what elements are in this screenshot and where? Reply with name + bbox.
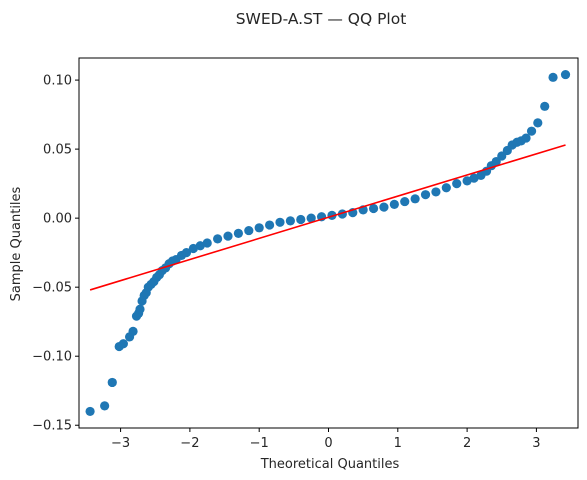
data-point bbox=[548, 72, 558, 82]
data-point bbox=[560, 69, 571, 80]
data-point bbox=[275, 217, 285, 227]
data-point bbox=[389, 199, 399, 209]
data-point bbox=[213, 234, 223, 244]
x-tick-label: 2 bbox=[463, 436, 471, 451]
y-tick-label: −0.10 bbox=[32, 350, 72, 365]
chart-title: SWED-A.ST — QQ Plot bbox=[236, 10, 407, 28]
data-point bbox=[420, 190, 431, 200]
y-tick-label: −0.15 bbox=[32, 419, 72, 434]
y-tick-label: 0.05 bbox=[43, 143, 72, 158]
scatter-points-layer bbox=[85, 69, 571, 417]
data-point bbox=[100, 401, 110, 411]
data-point bbox=[202, 238, 212, 248]
data-point bbox=[540, 101, 550, 111]
data-point bbox=[533, 118, 543, 128]
x-tick-label: 3 bbox=[532, 436, 540, 451]
y-tick-label: −0.05 bbox=[32, 281, 72, 296]
data-point bbox=[452, 179, 462, 189]
data-point bbox=[296, 214, 306, 225]
data-point bbox=[400, 196, 410, 207]
data-point bbox=[244, 225, 254, 236]
y-axis-label: Sample Quantiles bbox=[9, 186, 24, 301]
data-point bbox=[118, 339, 128, 349]
y-tick-label: 0.00 bbox=[43, 212, 72, 227]
data-point bbox=[521, 133, 531, 143]
data-point bbox=[128, 326, 138, 336]
data-point bbox=[462, 176, 472, 186]
data-point bbox=[254, 223, 264, 233]
x-axis-ticks: −3 −2 −1 0 1 2 3 bbox=[111, 428, 541, 451]
x-tick-label: 1 bbox=[394, 436, 402, 451]
data-point bbox=[223, 231, 233, 241]
data-point bbox=[368, 203, 379, 214]
x-tick-label: −2 bbox=[180, 436, 199, 451]
x-tick-label: −3 bbox=[111, 436, 130, 451]
data-point bbox=[379, 202, 389, 212]
data-point bbox=[181, 248, 192, 258]
data-point bbox=[306, 213, 316, 223]
data-point bbox=[233, 228, 243, 238]
data-point bbox=[188, 243, 198, 254]
data-point bbox=[469, 173, 479, 183]
data-point bbox=[431, 187, 441, 197]
x-tick-label: 0 bbox=[324, 436, 332, 451]
y-tick-label: 0.10 bbox=[43, 74, 72, 89]
plot-frame bbox=[78, 57, 579, 429]
data-point bbox=[441, 183, 451, 193]
x-axis-label: Theoretical Quantiles bbox=[260, 457, 400, 472]
data-point bbox=[135, 304, 145, 314]
reference-line-layer bbox=[89, 144, 566, 291]
data-point bbox=[195, 241, 205, 251]
reference-line bbox=[89, 144, 566, 291]
data-point bbox=[285, 216, 295, 226]
data-point bbox=[264, 220, 275, 230]
y-axis-ticks: −0.15 −0.10 −0.05 0.00 0.05 0.10 bbox=[32, 74, 79, 434]
data-point bbox=[526, 126, 537, 136]
x-tick-label: −1 bbox=[250, 436, 269, 451]
data-point bbox=[85, 406, 95, 417]
data-point bbox=[107, 377, 117, 388]
data-point bbox=[410, 194, 420, 204]
